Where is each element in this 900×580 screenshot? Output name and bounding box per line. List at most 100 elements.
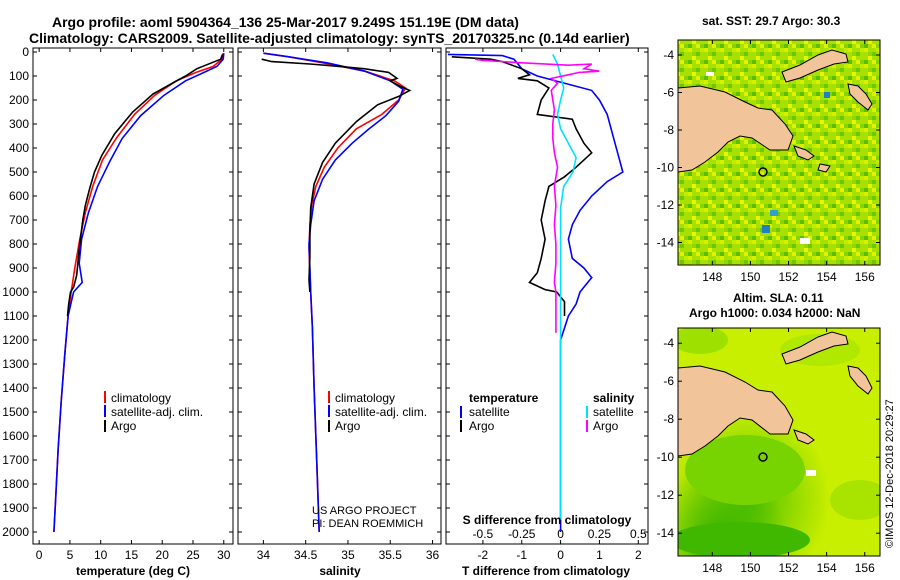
lat-tick-label: -4 (663, 336, 674, 350)
x-tick-label: -1 (516, 548, 527, 562)
lon-tick-label: 150 (740, 270, 760, 284)
sst-map-lat-axis: -4 -6 -8 -10 -12 -14 (657, 48, 880, 250)
credit-pi: PI: DEAN ROEMMICH (312, 518, 423, 530)
lon-tick-label: 148 (702, 270, 722, 284)
lon-tick-label: 152 (779, 270, 799, 284)
new-ireland-land (847, 83, 873, 111)
x-tick-label: 30 (217, 548, 231, 562)
lat-tick-label: -6 (663, 86, 674, 100)
depth-tick-label: 600 (9, 189, 29, 203)
lon-tick-label: 154 (817, 561, 837, 575)
lon-tick-label: 150 (740, 561, 760, 575)
s-diff-tick-label: -0.25 (508, 527, 536, 541)
depth-tick-label: 1100 (3, 309, 29, 323)
x-tick-label: 0 (557, 548, 564, 562)
t-difference-x-axis: -2 -1 0 1 2 (478, 48, 642, 562)
temperature-axis-label: temperature (deg C) (76, 564, 190, 578)
series-climatology (53, 53, 224, 533)
series-satellite-adj-clim- (263, 52, 404, 533)
temperature-x-axis: 0 5 10 15 20 25 30 (36, 48, 231, 562)
sst-map: sat. SST: 29.7 Argo: 30.3 -4 -6 -8 -10 -12 -1… (657, 14, 881, 284)
depth-tick-label: 1800 (2, 477, 29, 491)
x-tick-label: 25 (186, 548, 200, 562)
new-ireland-land (847, 365, 873, 395)
lat-tick-label: -12 (657, 198, 675, 212)
lat-tick-label: -10 (657, 450, 675, 464)
salinity-panel: 34 34.5 35 35.5 36 salinity climatology sate… (237, 47, 442, 578)
depth-tick-label: 800 (9, 237, 29, 251)
argo-location-marker (758, 452, 768, 462)
depth-tick-label: 300 (9, 117, 29, 131)
legend-temp-argo-label: Argo (469, 419, 495, 433)
depth-axis: 0 100 200 300 400 500 600 700 800 900 1000 1100 1200… (2, 45, 233, 539)
lat-tick-label: -12 (657, 488, 675, 502)
x-tick-label: 0 (36, 548, 43, 562)
salinity-plot-frame (237, 47, 442, 545)
legend-satellite-label: satellite-adj. clim. (111, 405, 203, 419)
new-britain-land (781, 331, 849, 365)
legend-climatology-label: climatology (111, 391, 171, 405)
figure-title-line2: Climatology: CARS2009. Satellite-adjuste… (29, 30, 630, 46)
legend-salinity-header: salinity (593, 391, 635, 405)
sla-map-lon-axis: 148 150 152 154 156 (702, 328, 875, 575)
figure-title-line1: Argo profile: aoml 5904364_136 25-Mar-20… (52, 14, 519, 30)
lon-tick-label: 148 (702, 561, 722, 575)
legend-argo-label: Argo (111, 419, 137, 433)
series-salinity-argo (474, 58, 600, 333)
depth-tick-label: 200 (9, 93, 29, 107)
x-tick-label: 5 (67, 548, 74, 562)
sla-map-lat-axis: -4 -6 -8 -10 -12 -14 (657, 336, 880, 540)
legend-temperature-header: temperature (469, 391, 539, 405)
temperature-plot-frame (32, 47, 234, 545)
x-tick-label: -2 (478, 548, 489, 562)
depth-tick-label: 500 (9, 165, 29, 179)
legend-argo-label: Argo (335, 419, 361, 433)
depth-tick-label: 1500 (2, 405, 29, 419)
sst-map-title: sat. SST: 29.7 Argo: 30.3 (702, 14, 841, 28)
s-difference-x-axis: -0.5 -0.25 0 0.25 0.5 (473, 527, 647, 541)
depth-tick-label: 1600 (2, 429, 29, 443)
s-diff-tick-label: -0.5 (473, 527, 494, 541)
salinity-x-axis: 34 34.5 35 35.5 36 (257, 48, 440, 562)
depth-tick-label: 1400 (2, 381, 29, 395)
difference-plot-frame (445, 47, 649, 545)
depth-tick-label: 1900 (2, 501, 29, 515)
legend-satellite-label: satellite-adj. clim. (335, 405, 427, 419)
x-tick-label: 2 (635, 548, 642, 562)
s-diff-tick-label: 0.25 (588, 527, 612, 541)
sla-map-title-line1: Altim. SLA: 0.11 (733, 291, 824, 305)
depth-tick-label: 1300 (2, 357, 29, 371)
difference-panel: -2 -1 0 1 2 -0.5 -0.25 0 0.25 0.5 S difference f… (445, 47, 649, 578)
depth-tick-label: 1000 (2, 285, 29, 299)
salinity-axis-label: salinity (319, 564, 361, 578)
x-tick-label: 20 (156, 548, 170, 562)
lon-tick-label: 156 (855, 561, 875, 575)
new-britain-land (781, 49, 849, 83)
sla-map: Altim. SLA: 0.11 Argo h1000: 0.034 h2000… (657, 291, 881, 575)
imos-credit: ©IMOS 12-Dec-2018 20:29:27 (884, 399, 896, 548)
x-tick-label: 34 (257, 548, 271, 562)
difference-legend: temperature satellite Argo salinity sate… (460, 391, 635, 433)
credit-project: US ARGO PROJECT (312, 505, 417, 517)
x-tick-label: 1 (596, 548, 603, 562)
x-tick-label: 35.5 (379, 548, 403, 562)
new-guinea-land (678, 85, 794, 173)
salinity-legend: climatology satellite-adj. clim. Argo (328, 391, 427, 433)
depth-tick-label: 2000 (2, 525, 29, 539)
s-difference-axis-label: S difference from climatology (463, 513, 632, 527)
lon-tick-label: 156 (855, 270, 875, 284)
x-tick-label: 15 (125, 548, 139, 562)
lat-tick-label: -14 (657, 526, 675, 540)
lat-tick-label: -8 (663, 123, 674, 137)
legend-climatology-label: climatology (335, 391, 395, 405)
series-argo (66, 54, 224, 317)
series-satellite-adj-clim- (53, 53, 225, 533)
legend-temp-satellite-label: satellite (469, 405, 510, 419)
x-tick-label: 36 (426, 548, 440, 562)
temperature-panel: 0100200300400500600700800900100011001200… (2, 45, 234, 578)
series-temperature-satellite (447, 53, 624, 532)
lat-tick-label: -14 (657, 236, 675, 250)
lat-tick-label: -10 (657, 161, 675, 175)
depth-tick-label: 400 (9, 141, 29, 155)
x-tick-label: 35 (341, 548, 355, 562)
